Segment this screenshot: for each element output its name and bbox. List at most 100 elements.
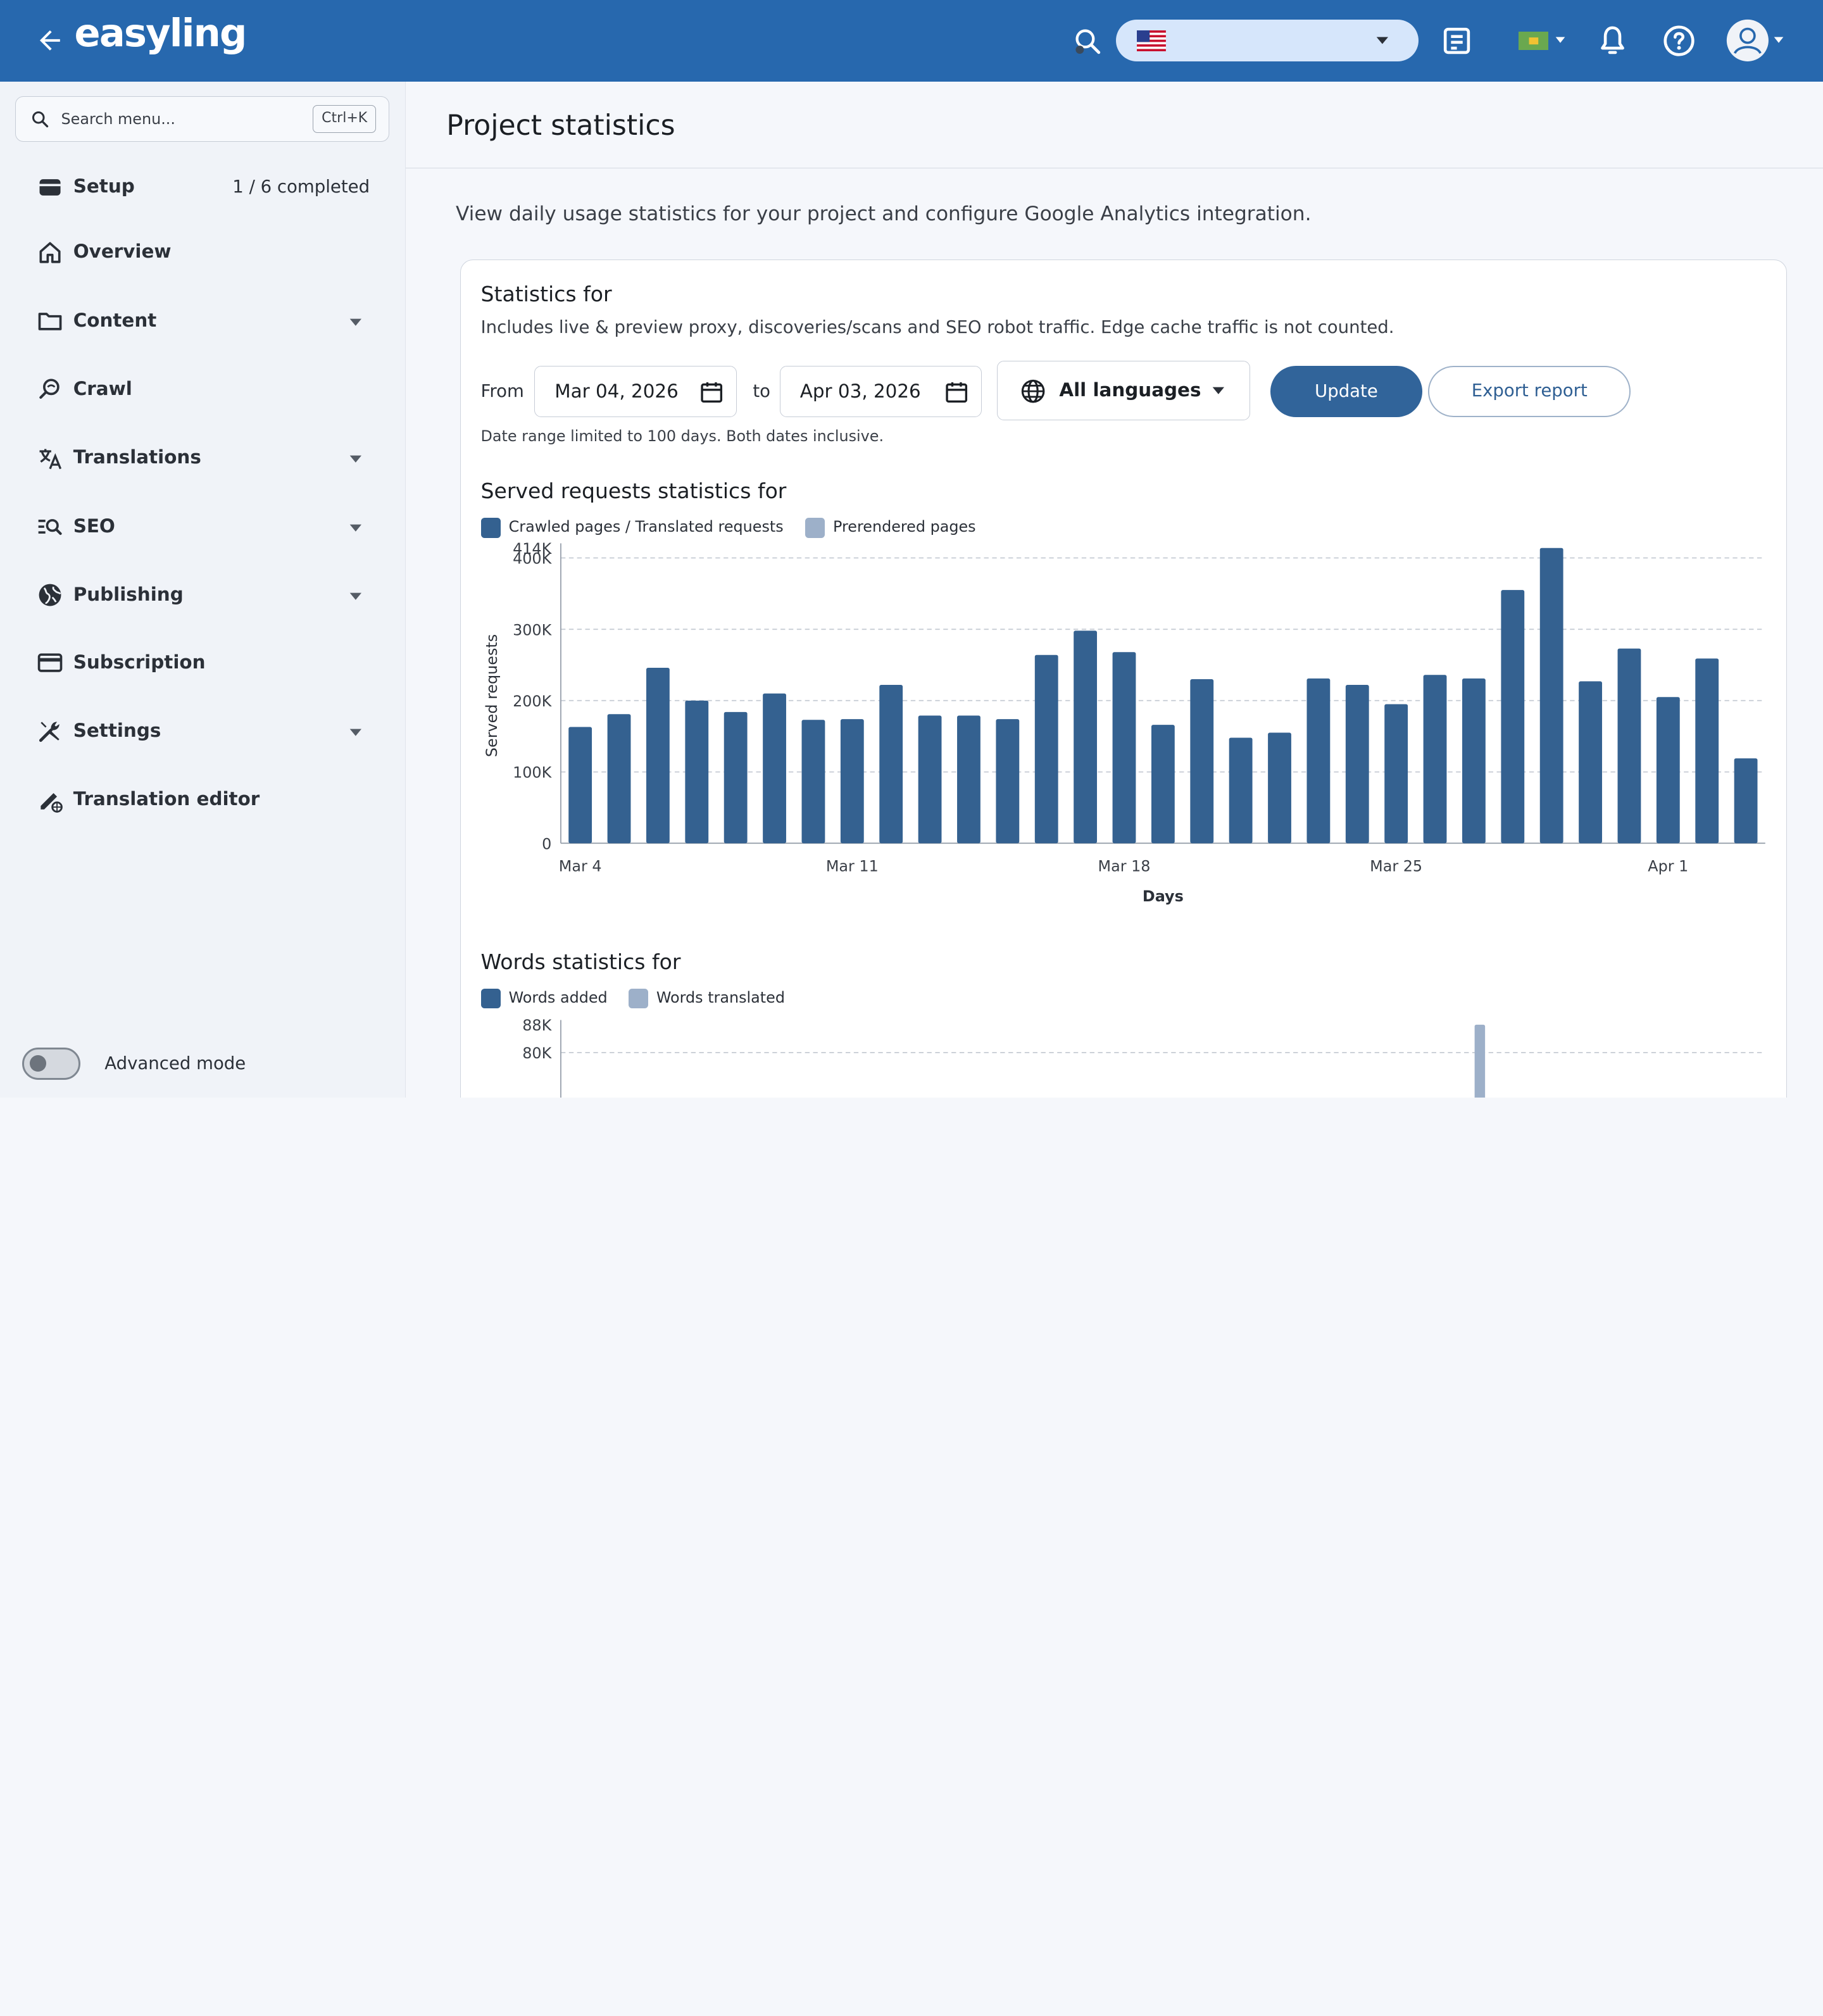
legend-swatch bbox=[480, 989, 501, 1009]
from-date-value: Mar 04, 2026 bbox=[554, 380, 679, 402]
sidebar-item-publishing[interactable]: Publishing bbox=[0, 567, 406, 623]
sidebar-item-label: Settings bbox=[73, 719, 161, 741]
bar-mar-25 bbox=[1384, 704, 1408, 844]
to-label: to bbox=[753, 380, 770, 401]
bar-mar-10 bbox=[801, 720, 825, 844]
sidebar-item-label: Crawl bbox=[73, 377, 132, 399]
sidebar-item-setup[interactable]: Setup 1 / 6 completed bbox=[0, 160, 406, 215]
chevron-down-icon[interactable] bbox=[1553, 34, 1567, 45]
page-title: Project statistics bbox=[446, 109, 675, 142]
advanced-mode-toggle[interactable] bbox=[22, 1047, 80, 1080]
bell-icon[interactable] bbox=[1595, 23, 1630, 58]
chevron-down-icon[interactable] bbox=[348, 522, 364, 534]
chevron-down-icon bbox=[1376, 37, 1388, 44]
sidebar-item-settings[interactable]: Settings bbox=[0, 703, 406, 759]
sidebar-item-translation-editor[interactable]: Translation editor bbox=[0, 772, 406, 828]
advanced-mode-row: Advanced mode bbox=[22, 1046, 394, 1081]
bar-mar-14 bbox=[957, 715, 981, 844]
globe-icon bbox=[1021, 379, 1045, 403]
help-icon[interactable] bbox=[1662, 23, 1696, 58]
legend-label: Prerendered pages bbox=[833, 518, 976, 536]
export-report-button[interactable]: Export report bbox=[1428, 365, 1631, 417]
bar-mar-26 bbox=[1423, 675, 1447, 844]
card-stack-icon bbox=[39, 178, 61, 196]
update-button[interactable]: Update bbox=[1270, 365, 1423, 417]
y-tick-label: 88K bbox=[523, 1017, 553, 1034]
sidebar-item-label: Content bbox=[73, 309, 157, 331]
statistics-card: Statistics for Includes live & preview p… bbox=[460, 259, 1787, 1098]
target-language-select[interactable] bbox=[1116, 20, 1419, 62]
bar-apr-3 bbox=[1734, 758, 1758, 844]
bar-apr-1 bbox=[1657, 697, 1681, 844]
calendar-icon[interactable] bbox=[699, 379, 724, 404]
tools-icon bbox=[39, 722, 60, 742]
calendar-icon[interactable] bbox=[944, 379, 969, 404]
page-header: Project statistics bbox=[406, 82, 1823, 169]
avatar-icon[interactable] bbox=[1726, 18, 1770, 63]
bar-mar-30 bbox=[1579, 681, 1603, 844]
chevron-down-icon[interactable] bbox=[1772, 34, 1786, 45]
menu-search-placeholder: Search menu... bbox=[61, 110, 175, 128]
bar-mar-31 bbox=[1617, 648, 1641, 844]
toggle-knob bbox=[30, 1055, 46, 1072]
language-filter-value: All languages bbox=[1059, 379, 1201, 401]
back-arrow-icon[interactable] bbox=[35, 25, 65, 56]
y-axis-label: Served requests bbox=[483, 634, 501, 757]
sidebar-item-seo[interactable]: SEO bbox=[0, 499, 406, 554]
page-intro: View daily usage statistics for your pro… bbox=[455, 202, 1312, 225]
bar-mar-6 bbox=[646, 668, 670, 844]
bar-mar-16 bbox=[1035, 655, 1058, 844]
sidebar-item-overview[interactable]: Overview bbox=[0, 224, 406, 280]
to-date-field[interactable]: Apr 03, 2026 bbox=[779, 365, 982, 417]
flag-icon[interactable] bbox=[1518, 31, 1549, 50]
sidebar-item-content[interactable]: Content bbox=[0, 293, 406, 349]
sidebar-item-translations[interactable]: Translations bbox=[0, 430, 406, 486]
x-tick-label: Apr 1 bbox=[1648, 858, 1689, 875]
x-tick-label: Mar 11 bbox=[826, 858, 879, 875]
y-tick-label: 300K bbox=[513, 622, 553, 639]
bar-mar-23 bbox=[1306, 679, 1331, 844]
notes-icon[interactable] bbox=[1439, 23, 1474, 58]
sidebar-item-label: Overview bbox=[73, 241, 172, 263]
bar-mar-22 bbox=[1268, 732, 1292, 844]
bar-words-translated bbox=[1474, 1025, 1486, 1098]
sidebar-item-label: Subscription bbox=[73, 651, 206, 673]
words-chart-title: Words statistics for bbox=[480, 949, 681, 974]
legend-swatch bbox=[480, 518, 501, 538]
y-tick-label: 80K bbox=[523, 1044, 553, 1062]
language-filter-select[interactable]: All languages bbox=[997, 361, 1251, 420]
search-icon[interactable] bbox=[1072, 25, 1104, 58]
us-flag-icon bbox=[1137, 30, 1167, 51]
logo[interactable]: easyling bbox=[74, 11, 247, 56]
shortcut-badge: Ctrl+K bbox=[313, 105, 377, 134]
advanced-mode-label: Advanced mode bbox=[104, 1053, 246, 1074]
bar-mar-15 bbox=[996, 719, 1020, 844]
bar-mar-27 bbox=[1462, 679, 1486, 844]
sidebar-item-label: Publishing bbox=[73, 584, 184, 605]
credit-card-icon bbox=[37, 653, 63, 672]
bar-mar-20 bbox=[1190, 679, 1214, 844]
bar-mar-21 bbox=[1229, 737, 1253, 844]
bar-mar-5 bbox=[607, 714, 631, 844]
search-icon bbox=[32, 111, 49, 127]
edit-globe-icon bbox=[41, 792, 63, 813]
from-date-field[interactable]: Mar 04, 2026 bbox=[534, 365, 737, 417]
bar-mar-8 bbox=[724, 712, 748, 844]
menu-search-input[interactable]: Search menu... Ctrl+K bbox=[15, 96, 390, 142]
y-tick-label: 0 bbox=[542, 836, 551, 853]
sidebar-item-label: Translation editor bbox=[73, 788, 260, 810]
folder-icon bbox=[38, 313, 62, 330]
served-chart-title: Served requests statistics for bbox=[480, 478, 787, 503]
chevron-down-icon[interactable] bbox=[348, 453, 364, 465]
x-axis-label: Days bbox=[1143, 887, 1184, 905]
bar-mar-7 bbox=[685, 701, 709, 844]
sidebar: Search menu... Ctrl+K Setup 1 / 6 complet… bbox=[0, 81, 406, 1098]
sidebar-item-crawl[interactable]: Crawl bbox=[0, 361, 406, 417]
y-tick-label: 400K bbox=[513, 550, 553, 568]
legend-swatch bbox=[805, 518, 825, 538]
translate-icon bbox=[39, 448, 62, 469]
chevron-down-icon[interactable] bbox=[348, 727, 364, 738]
chevron-down-icon[interactable] bbox=[348, 316, 364, 328]
chevron-down-icon[interactable] bbox=[348, 591, 364, 602]
sidebar-item-subscription[interactable]: Subscription bbox=[0, 635, 406, 691]
